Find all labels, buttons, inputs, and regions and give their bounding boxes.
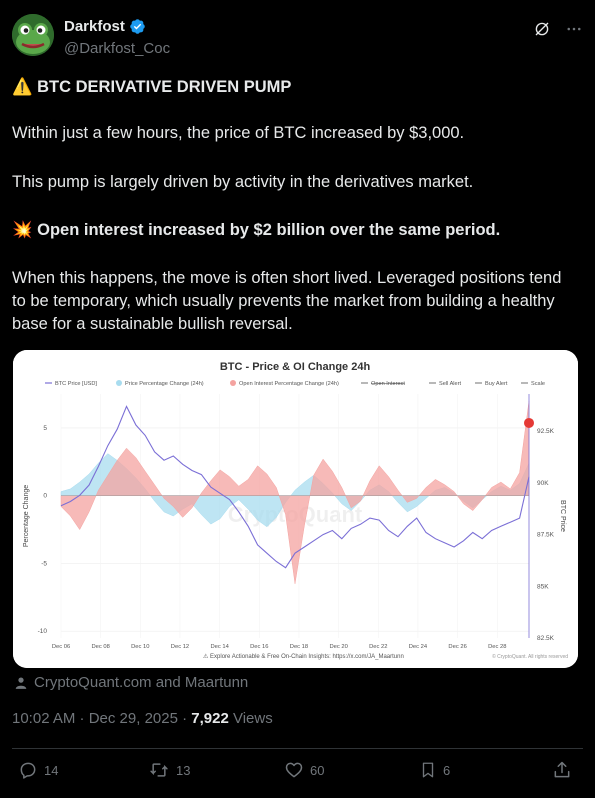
x-tick-label: Dec 26 — [448, 644, 466, 650]
more-options-icon[interactable] — [565, 20, 583, 38]
legend-label: Price Percentage Change (24h) — [125, 381, 204, 387]
reply-icon — [20, 762, 36, 779]
media-source-text: CryptoQuant.com and Maartunn — [34, 674, 249, 691]
verified-badge-icon — [130, 19, 145, 34]
bookmark-count: 6 — [443, 762, 451, 778]
chart-plot — [60, 394, 534, 638]
post-paragraph-1: Within just a few hours, the price of BT… — [12, 124, 465, 142]
share-button[interactable] — [552, 760, 572, 780]
bookmark-icon — [422, 762, 434, 778]
divider — [12, 748, 583, 749]
chart-legend: BTC Price [USD] Price Percentage Change (… — [45, 380, 545, 387]
heart-icon — [285, 762, 303, 778]
x-tick-label: Dec 18 — [290, 644, 308, 650]
legend-label: Scale — [531, 381, 545, 387]
legend-label: Open Interest — [371, 381, 405, 387]
views-label: Views — [228, 710, 273, 727]
chart-footer-note: ⚠ Explore Actionable & Free On-Chain Ins… — [203, 653, 404, 660]
chart-svg: BTC - Price & OI Change 24h BTC Price [U… — [13, 350, 578, 668]
person-icon — [15, 676, 27, 689]
right-tick-label: 82.5K — [537, 635, 555, 642]
repost-icon — [150, 763, 168, 777]
left-tick-label: 0 — [43, 493, 47, 500]
action-bar: 14 13 60 6 — [12, 760, 583, 786]
chart-footer-brand: © CryptoQuant. All rights reserved — [492, 653, 568, 660]
btc-price-line — [60, 405, 530, 569]
reply-button[interactable]: 14 — [18, 760, 58, 780]
grok-icon[interactable] — [533, 20, 551, 38]
views-count: 7,922 — [191, 710, 229, 727]
left-tick-label: -10 — [38, 628, 48, 635]
post-paragraph-3: 💥 Open interest increased by $2 billion … — [12, 219, 575, 242]
oi-change-area — [60, 400, 530, 584]
x-tick-label: Dec 20 — [329, 644, 347, 650]
left-tick-label: -5 — [41, 560, 47, 567]
post-meta: 10:02 AM · Dec 29, 2025 · 7,922 Views — [12, 710, 273, 727]
x-tick-label: Dec 16 — [250, 644, 268, 650]
right-tick-label: 87.5K — [537, 532, 555, 539]
post-paragraph-2: This pump is largely driven by activity … — [12, 173, 474, 191]
share-icon — [554, 761, 570, 778]
x-tick-label: Dec 28 — [488, 644, 506, 650]
legend-label: Open Interest Percentage Change (24h) — [239, 381, 339, 387]
post-title: ⚠️ BTC DERIVATIVE DRIVEN PUMP — [12, 76, 575, 99]
x-tick-label: Dec 08 — [91, 644, 109, 650]
legend-label: BTC Price [USD] — [55, 381, 97, 387]
repost-count: 13 — [176, 762, 191, 778]
author-handle[interactable]: @Darkfost_Coc — [64, 40, 171, 57]
chart-title: BTC - Price & OI Change 24h — [220, 361, 371, 373]
x-tick-label: Dec 22 — [369, 644, 387, 650]
collision-icon: 💥 — [12, 221, 33, 239]
post-header: Darkfost @Darkfost_Coc — [12, 14, 583, 62]
like-button[interactable]: 60 — [284, 760, 324, 780]
warning-icon: ⚠️ — [12, 78, 33, 96]
frog-avatar-icon — [12, 14, 54, 56]
post-paragraph-3-text: Open interest increased by $2 billion ov… — [37, 221, 501, 239]
media-source[interactable]: CryptoQuant.com and Maartunn — [14, 674, 248, 691]
x-tick-label: Dec 24 — [409, 644, 428, 650]
post-paragraph-4: When this happens, the move is often sho… — [12, 269, 562, 333]
legend-swatch — [116, 380, 122, 386]
right-tick-label: 85K — [537, 583, 549, 590]
author-name-row: Darkfost — [64, 18, 146, 35]
right-tick-label: 90K — [537, 480, 549, 487]
x-tick-label: Dec 14 — [210, 644, 229, 650]
legend-label: Buy Alert — [485, 381, 508, 387]
right-tick-label: 92.5K — [537, 428, 555, 435]
avatar[interactable] — [12, 14, 54, 56]
post-title-text: BTC DERIVATIVE DRIVEN PUMP — [37, 78, 292, 96]
chart-image[interactable]: BTC - Price & OI Change 24h BTC Price [U… — [13, 350, 578, 668]
legend-label: Sell Alert — [439, 381, 462, 387]
reply-count: 14 — [44, 762, 59, 778]
x-tick-label: Dec 10 — [131, 644, 149, 650]
x-tick-label: Dec 06 — [52, 644, 70, 650]
x-tick-label: Dec 12 — [171, 644, 189, 650]
author-name[interactable]: Darkfost — [64, 18, 125, 35]
left-axis-label: Percentage Change — [23, 485, 30, 547]
left-tick-label: 5 — [43, 425, 47, 432]
right-axis-label: BTC Price — [559, 500, 566, 532]
like-count: 60 — [310, 762, 325, 778]
header-actions — [533, 20, 583, 38]
post-timestamp[interactable]: 10:02 AM · Dec 29, 2025 · — [12, 710, 192, 727]
latest-point-marker — [524, 417, 534, 428]
bookmark-button[interactable]: 6 — [419, 760, 450, 780]
chart-ticks: 5 0 -5 -10 92.5K 90K 87.5K 85K 82.5K Dec 06 Dec 08… — [38, 425, 555, 650]
repost-button[interactable]: 13 — [148, 760, 190, 780]
legend-swatch — [230, 380, 236, 386]
